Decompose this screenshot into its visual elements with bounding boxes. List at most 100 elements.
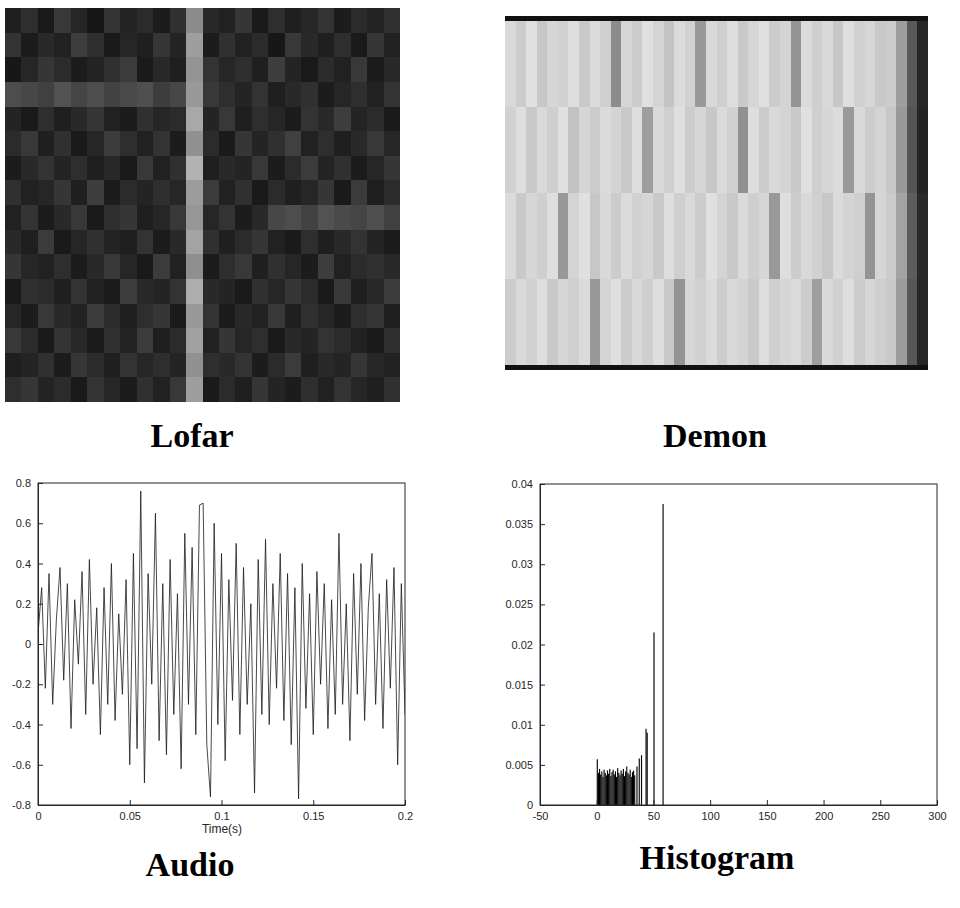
heatmap-cell xyxy=(301,353,318,378)
heatmap-cell xyxy=(186,107,203,132)
heatmap-cell xyxy=(203,230,220,255)
heatmap-cell xyxy=(896,107,907,194)
heatmap-cell xyxy=(822,21,833,108)
panel-0: Lofar xyxy=(5,8,401,454)
heatmap-cell xyxy=(516,21,527,108)
heatmap-cell xyxy=(137,57,154,82)
heatmap-cell xyxy=(505,193,516,280)
heatmap-cell xyxy=(170,156,187,181)
heatmap-cell xyxy=(367,377,384,402)
heatmap-cell xyxy=(351,205,368,230)
heatmap-cell xyxy=(203,254,220,279)
heatmap-cell xyxy=(87,8,104,33)
heatmap-cell xyxy=(252,8,269,33)
y-tick-mark xyxy=(540,524,545,525)
y-tick-label: 0.8 xyxy=(16,477,31,489)
histogram-bar xyxy=(615,771,616,805)
heatmap-cell xyxy=(120,377,137,402)
heatmap-cell xyxy=(137,304,154,329)
heatmap-cell xyxy=(21,377,38,402)
heatmap-cell xyxy=(71,279,88,304)
histogram-bar xyxy=(613,770,614,805)
heatmap-cell xyxy=(170,57,187,82)
heatmap-cell xyxy=(235,156,252,181)
heatmap-cell xyxy=(301,304,318,329)
heatmap-cell xyxy=(219,328,236,353)
histogram-bar xyxy=(627,773,628,805)
heatmap-cell xyxy=(334,180,351,205)
heatmap-cell xyxy=(759,193,770,280)
y-tick-label: 0.005 xyxy=(505,759,533,771)
heatmap-cell xyxy=(285,180,302,205)
heatmap-cell xyxy=(71,33,88,58)
heatmap-cell xyxy=(537,279,548,365)
x-tick: 150 xyxy=(758,800,776,822)
y-tick-label: -0.2 xyxy=(12,678,31,690)
heatmap-cell xyxy=(351,304,368,329)
heatmap-cell xyxy=(21,230,38,255)
heatmap-cell xyxy=(854,193,865,280)
heatmap-cell xyxy=(318,205,335,230)
heatmap-cell xyxy=(664,193,675,280)
heatmap-cell xyxy=(21,82,38,107)
heatmap-cell xyxy=(537,21,548,108)
histogram-bar xyxy=(597,759,598,805)
histogram-bar xyxy=(633,770,634,805)
heatmap-cell xyxy=(642,107,653,194)
heatmap-cell xyxy=(664,21,675,108)
heatmap-cell xyxy=(153,328,170,353)
heatmap-cell xyxy=(865,107,876,194)
heatmap-cell xyxy=(600,107,611,194)
heatmap-cell xyxy=(120,254,137,279)
heatmap-cell xyxy=(21,353,38,378)
heatmap-cell xyxy=(780,279,791,365)
heatmap-cell xyxy=(252,82,269,107)
heatmap-cell xyxy=(769,21,780,108)
heatmap-cell xyxy=(153,205,170,230)
heatmap-cell xyxy=(769,107,780,194)
heatmap-cell xyxy=(219,82,236,107)
heatmap-cell xyxy=(21,254,38,279)
heatmap-cell xyxy=(558,279,569,365)
heatmap-cell xyxy=(695,193,706,280)
heatmap-cell xyxy=(611,21,622,108)
heatmap-cell xyxy=(351,377,368,402)
heatmap-cell xyxy=(137,328,154,353)
heatmap-cells xyxy=(5,8,400,402)
heatmap-cell xyxy=(748,21,759,108)
histogram-bar xyxy=(647,733,648,805)
heatmap-cell xyxy=(104,8,121,33)
heatmap-cell xyxy=(252,33,269,58)
heatmap-cell xyxy=(153,254,170,279)
heatmap-cell xyxy=(526,279,537,365)
heatmap-cell xyxy=(611,107,622,194)
heatmap-cell xyxy=(186,156,203,181)
heatmap-cell xyxy=(235,377,252,402)
heatmap-cell xyxy=(632,107,643,194)
waveform-line xyxy=(38,491,405,799)
heatmap-cell xyxy=(301,254,318,279)
histogram-bar xyxy=(606,775,607,805)
heatmap-cell xyxy=(38,205,55,230)
heatmap-cell xyxy=(812,107,823,194)
heatmap-cell xyxy=(558,107,569,194)
heatmap-cell xyxy=(252,156,269,181)
panel-1: Demon xyxy=(505,16,929,454)
y-tick-mark xyxy=(38,644,43,645)
heatmap-cell xyxy=(87,328,104,353)
y-tick-label: -0.6 xyxy=(12,759,31,771)
heatmap-cell xyxy=(186,33,203,58)
x-axis: -50050100150200250300 xyxy=(533,800,947,822)
heatmap-cell xyxy=(558,21,569,108)
heatmap-cell xyxy=(203,205,220,230)
heatmap-cell xyxy=(120,156,137,181)
heatmap-cell xyxy=(54,131,71,156)
heatmap-cell xyxy=(137,8,154,33)
heatmap-cell xyxy=(334,304,351,329)
heatmap-cell xyxy=(318,82,335,107)
heatmap-cell xyxy=(219,131,236,156)
heatmap-cell xyxy=(865,279,876,365)
heatmap-cell xyxy=(38,353,55,378)
heatmap-cell xyxy=(526,193,537,280)
heatmap-cell xyxy=(727,279,738,365)
